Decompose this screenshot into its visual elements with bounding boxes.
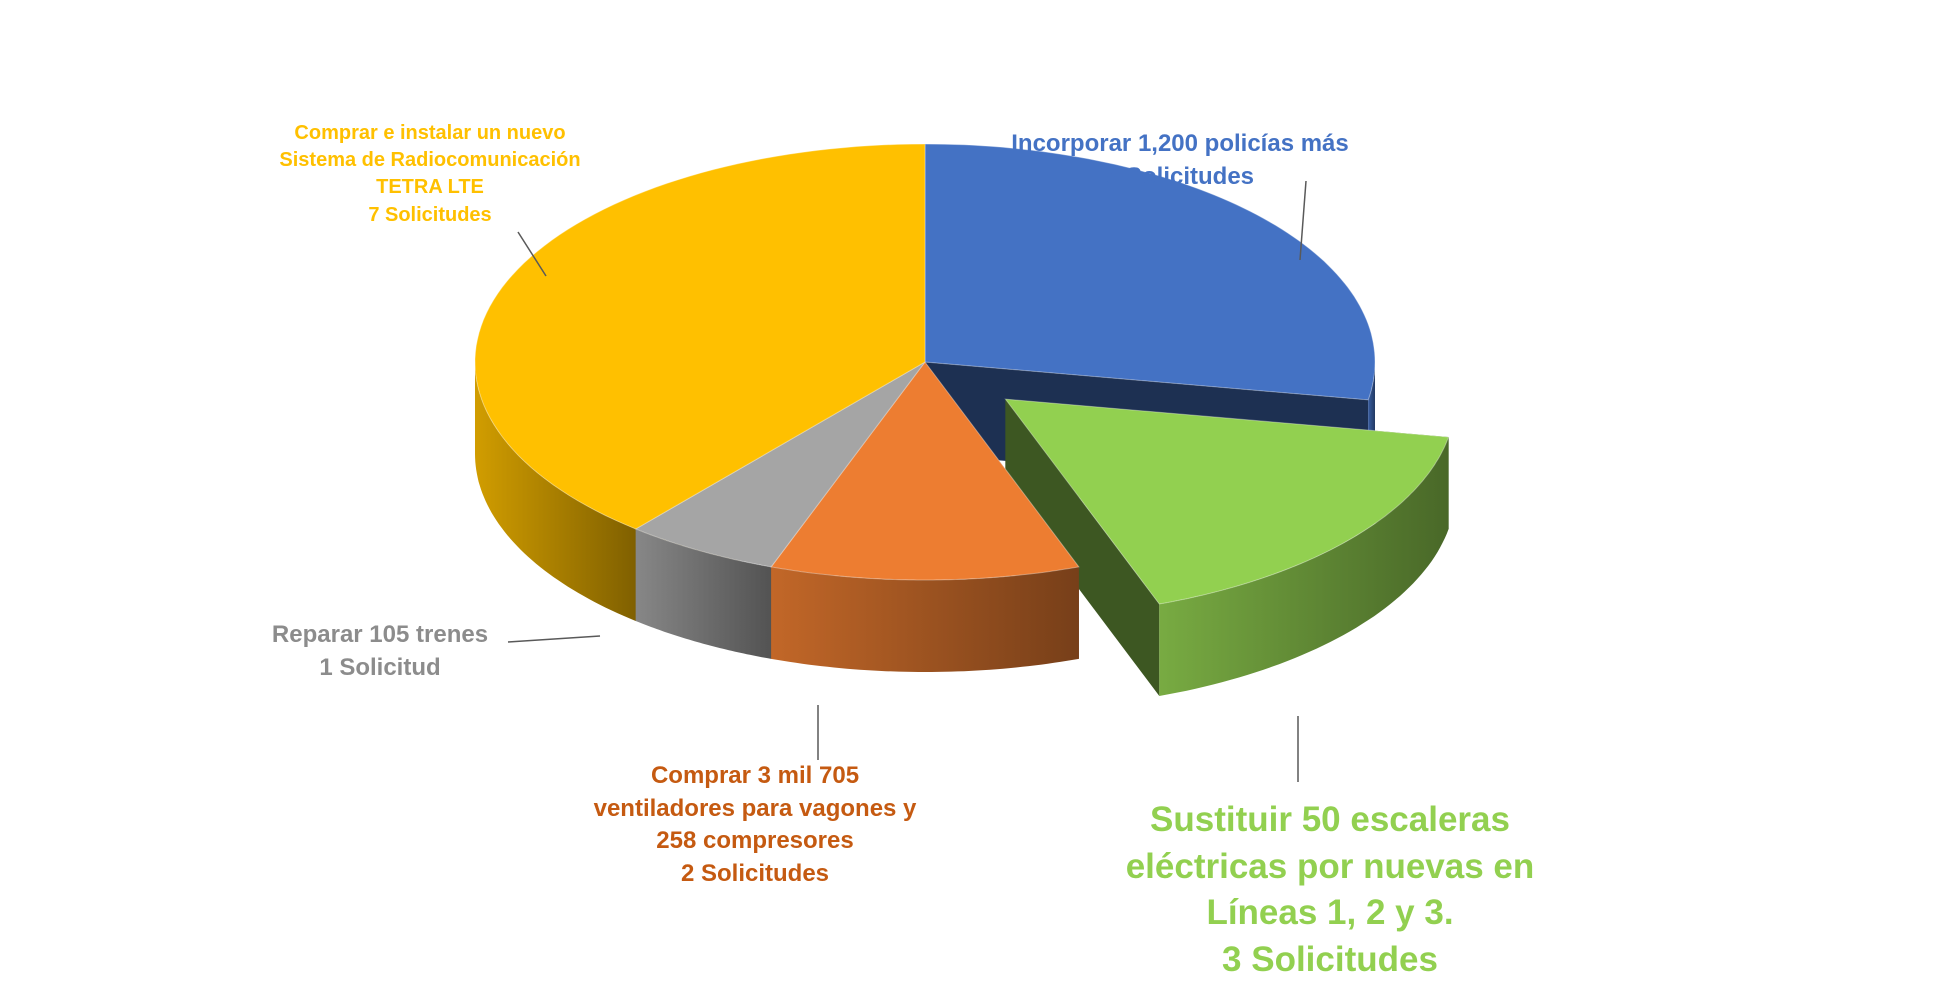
data-label-incorporar-policias: Incorporar 1,200 policías más 5 Solicitu… xyxy=(950,128,1410,193)
data-label-line: 258 compresores xyxy=(656,827,854,855)
leader-line-reparar-105-trenes xyxy=(507,635,601,643)
data-label-line: Reparar 105 trenes xyxy=(271,621,489,648)
data-label-reparar-trenes: Reparar 105 trenes 1 Solicitud xyxy=(250,619,510,684)
leader-line-incorporar-1-200-policias-mas xyxy=(1299,180,1307,261)
reparar-105-trenes-outer-wall-side xyxy=(635,529,772,659)
data-label-line: TETRA LTE xyxy=(376,176,484,199)
data-label-value: 2 Solicitudes xyxy=(680,859,830,887)
data-label-line: Sustituir 50 escaleras xyxy=(1150,800,1510,839)
slice-reparar-105-trenes xyxy=(634,361,926,568)
comprar-3-mil-705-ventiladores-para-vago-outer-wall-side xyxy=(771,566,1079,672)
comprar-e-instalar-un-nuevo-sistema-de-r-outer-wall-side xyxy=(475,362,636,621)
data-label-line: Sistema de Radiocomunicación xyxy=(279,149,581,172)
data-label-line: Comprar e instalar un nuevo xyxy=(294,122,566,144)
slice-comprar-e-instalar-un-nuevo-sistema-de-r xyxy=(474,143,926,530)
data-label-value: 3 Solicitudes xyxy=(1222,939,1438,979)
data-label-line: Comprar 3 mil 705 xyxy=(650,762,860,789)
data-label-sistema-tetra: Comprar e instalar un nuevo Sistema de R… xyxy=(260,120,600,229)
slice-incorporar-1-200-policias-mas xyxy=(924,143,1376,401)
data-label-value: 7 Solicitudes xyxy=(368,203,492,226)
data-label-sustituir-escaleras: Sustituir 50 escaleras eléctricas por nu… xyxy=(1070,797,1590,983)
leader-line-comprar-e-instalar-un-nuevo-sistema-de-r xyxy=(517,231,547,277)
data-label-value: 5 Solicitudes xyxy=(1105,162,1255,190)
slice-comprar-3-mil-705-ventiladores-para-vago xyxy=(770,361,1080,581)
data-label-line: eléctricas por nuevas en xyxy=(1125,846,1535,886)
data-label-value: 1 Solicitud xyxy=(319,653,441,681)
data-label-line: ventiladores para vagones y xyxy=(593,794,917,822)
slice-sustituir-50-escaleras-electricas-por-nu xyxy=(1004,398,1450,605)
sustituir-50-escaleras-electricas-por-nu-outer-wall-side xyxy=(1159,437,1449,696)
data-label-line: Líneas 1, 2 y 3. xyxy=(1206,893,1454,933)
leader-lines xyxy=(507,180,1307,782)
data-label-comprar-ventiladores: Comprar 3 mil 705 ventiladores para vago… xyxy=(555,760,955,891)
data-label-line: Incorporar 1,200 policías más xyxy=(1011,130,1349,157)
slice-tops xyxy=(474,143,1450,605)
sustituir-50-escaleras-electricas-por-nu-end-wall-side xyxy=(1005,399,1160,696)
